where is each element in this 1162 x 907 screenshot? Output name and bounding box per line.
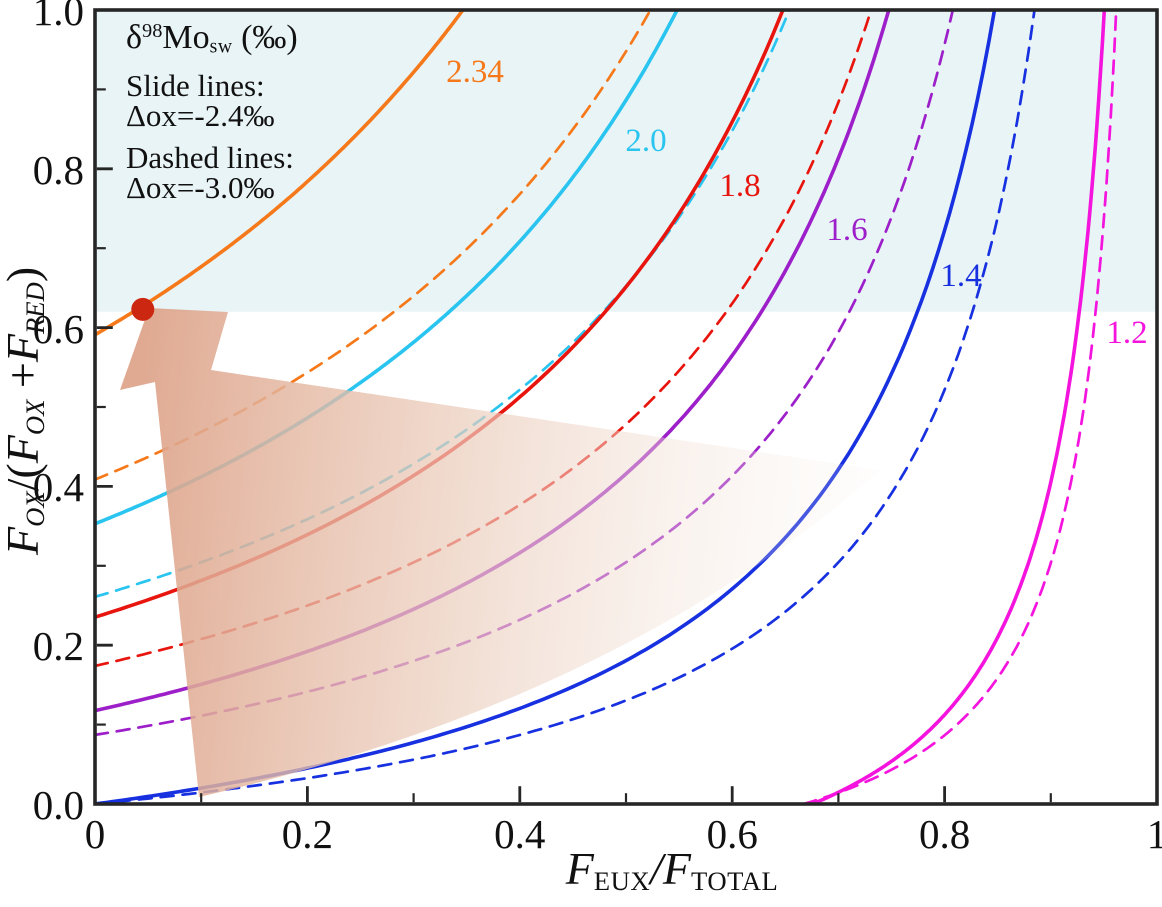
curve-1.2-solid bbox=[810, 10, 1107, 804]
curve-label-2.0: 2.0 bbox=[625, 123, 667, 159]
axis-ticks bbox=[96, 88, 1052, 803]
y-tick-label-0.2: 0.2 bbox=[32, 623, 84, 670]
modern-seawater-point bbox=[131, 297, 155, 321]
x-axis-title: FEUX/FTOTAL bbox=[565, 843, 779, 896]
plot-frame bbox=[93, 8, 1159, 806]
x-tick-label-0.2: 0.2 bbox=[281, 811, 334, 857]
curve-label-1.4: 1.4 bbox=[940, 257, 982, 294]
curve-1.2-dashed bbox=[802, 10, 1118, 804]
legend-solid-heading: Slide lines: bbox=[126, 68, 265, 103]
curve-label-1.6: 1.6 bbox=[826, 212, 868, 249]
legend-title: δ98Mosw (‰) bbox=[126, 19, 298, 58]
x-tick-label-0: 0 bbox=[84, 811, 106, 857]
y-tick-label-0.6: 0.6 bbox=[32, 305, 84, 352]
y-tick-label-1.0: 1.0 bbox=[32, 0, 84, 34]
x-tick-label-0.4: 0.4 bbox=[494, 811, 546, 857]
curve-label-1.2: 1.2 bbox=[1106, 314, 1148, 351]
x-tick-label-0.6: 0.6 bbox=[706, 811, 758, 857]
curve-2.34-solid bbox=[95, 10, 465, 337]
y-axis-title: FOX/(FOX +FRED) bbox=[0, 266, 50, 556]
y-tick-label-0.4: 0.4 bbox=[32, 464, 84, 511]
curve-1.4-dashed bbox=[95, 10, 1036, 804]
legend-dashed-value: Δox=-3.0‰ bbox=[126, 170, 275, 205]
shaded-band-region bbox=[95, 10, 1157, 312]
legend-solid-value: Δox=-2.4‰ bbox=[126, 98, 275, 133]
legend-dashed-heading: Dashed lines: bbox=[126, 140, 294, 175]
curve-label-1.8: 1.8 bbox=[719, 168, 761, 205]
y-tick-label-0.8: 0.8 bbox=[32, 146, 84, 193]
x-tick-label-0.8: 0.8 bbox=[918, 811, 971, 857]
trend-arrow bbox=[120, 308, 880, 797]
x-tick-label-1: 1 bbox=[1146, 811, 1162, 857]
curve-label-2.34: 2.34 bbox=[446, 54, 504, 90]
y-tick-label-0.0: 0.0 bbox=[32, 782, 84, 828]
